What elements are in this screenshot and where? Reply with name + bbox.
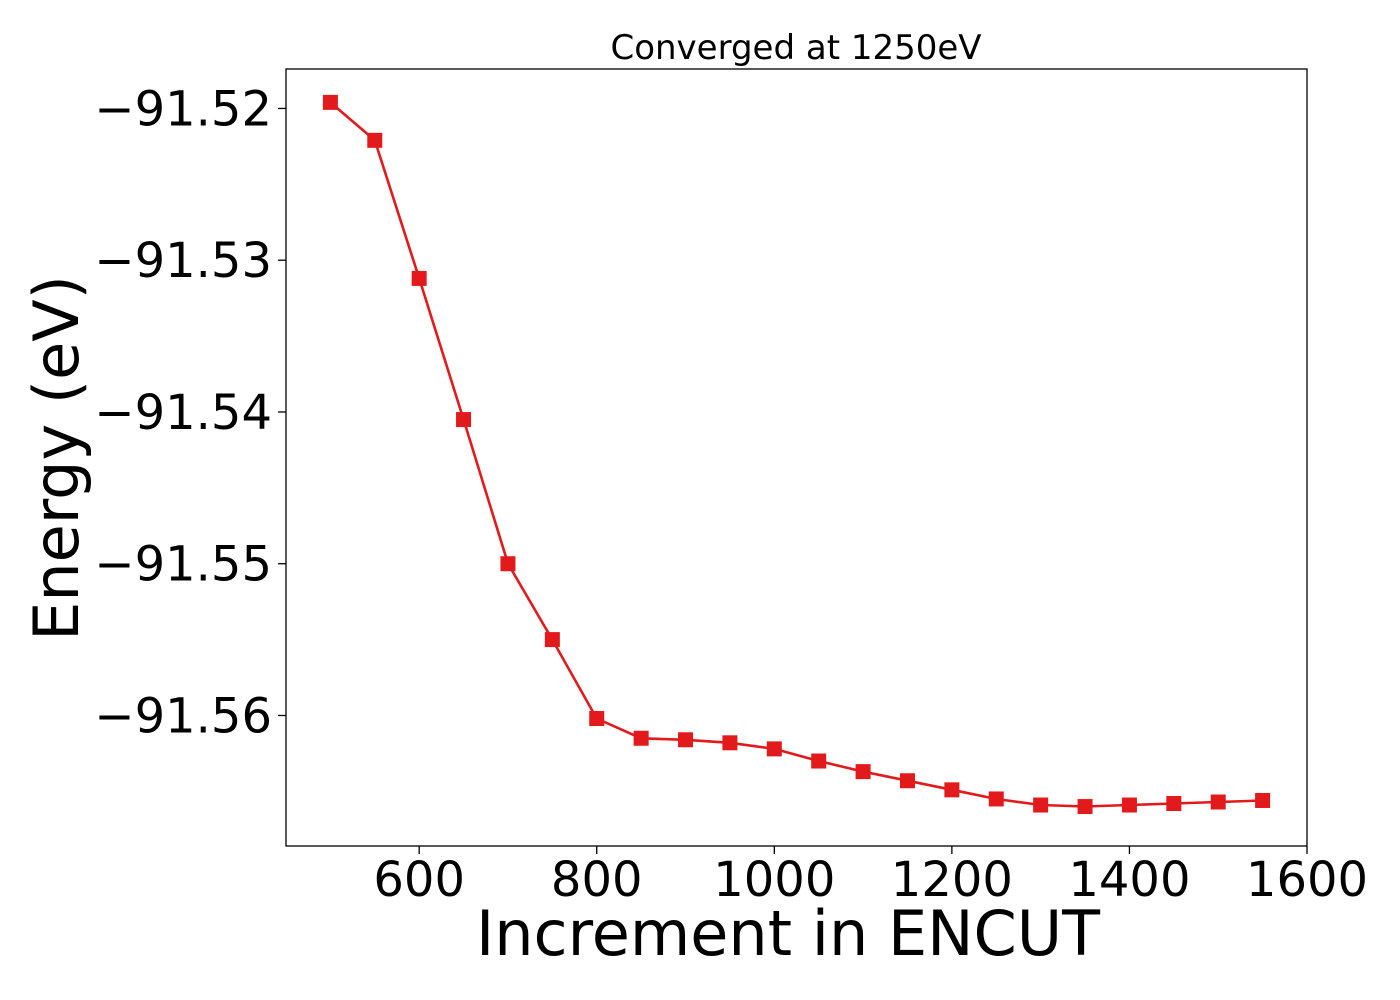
- y-tick-label: −91.56: [94, 688, 272, 744]
- data-point: [367, 132, 383, 148]
- y-tick-label: −91.55: [94, 537, 272, 593]
- data-point: [1166, 796, 1182, 812]
- data-point: [766, 741, 782, 757]
- x-tick-label: 600: [373, 852, 465, 908]
- plot-frame: [285, 68, 1308, 847]
- x-tick-label: 1400: [1068, 852, 1190, 908]
- data-point: [1210, 794, 1226, 810]
- x-tick-label: 1600: [1246, 852, 1368, 908]
- data-point: [1077, 799, 1093, 815]
- data-point: [589, 711, 605, 727]
- y-tick-label: −91.52: [94, 81, 272, 137]
- data-point: [500, 556, 516, 572]
- data-point: [1121, 797, 1137, 813]
- data-point: [855, 764, 871, 780]
- y-axis: −91.52 −91.53 −91.54 −91.55 −91.56: [94, 81, 286, 744]
- x-tick-label: 800: [551, 852, 643, 908]
- x-axis: 600 800 1000 1200 1400 1600: [373, 846, 1368, 908]
- chart-title: Converged at 1250eV: [610, 28, 981, 68]
- x-axis-label: Increment in ENCUT: [476, 897, 1101, 970]
- data-point: [678, 732, 694, 748]
- data-point: [988, 791, 1004, 807]
- data-point: [722, 735, 738, 751]
- data-point: [1255, 792, 1271, 808]
- data-point: [411, 270, 427, 286]
- data-point: [1033, 797, 1049, 813]
- data-point: [811, 753, 827, 769]
- data-point: [944, 782, 960, 798]
- series-line: [329, 101, 1263, 808]
- x-tick-label: 1000: [713, 852, 835, 908]
- data-point: [633, 730, 649, 746]
- data-point: [899, 773, 915, 789]
- data-point: [456, 412, 472, 428]
- y-tick-label: −91.53: [94, 233, 272, 289]
- x-tick-label: 1200: [891, 852, 1013, 908]
- y-tick-label: −91.54: [94, 385, 272, 441]
- y-axis-label: Energy (eV): [20, 275, 93, 641]
- data-point: [322, 94, 338, 110]
- series-layer: [322, 94, 1271, 815]
- data-point: [544, 632, 560, 648]
